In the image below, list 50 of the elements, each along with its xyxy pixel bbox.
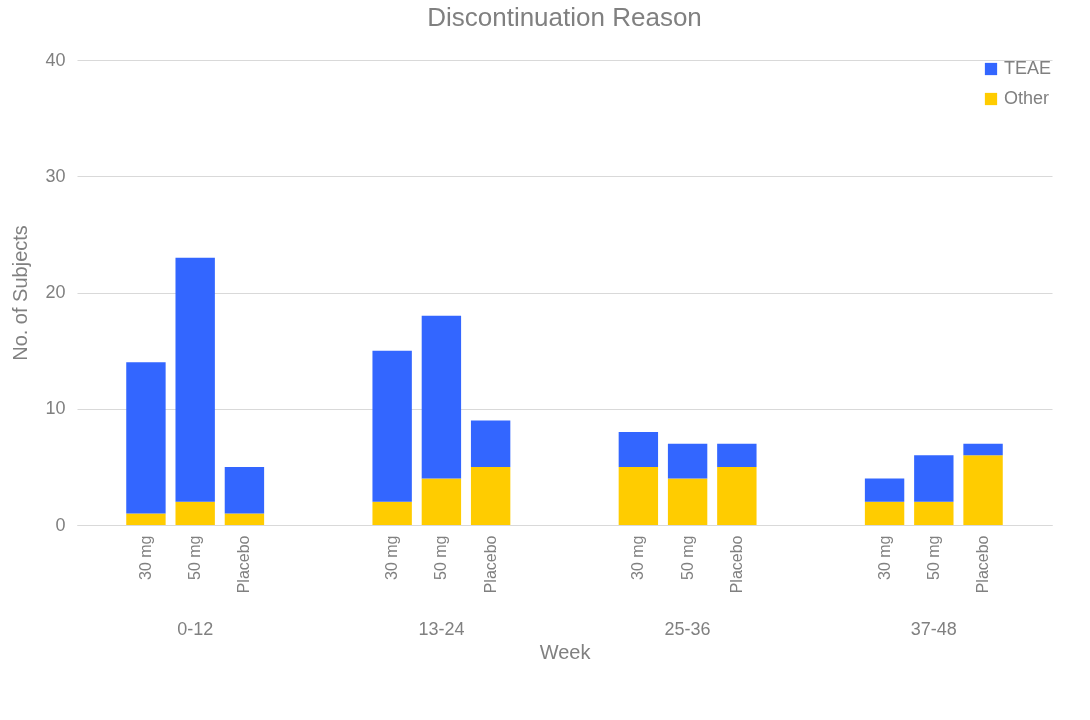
bar	[618, 466, 659, 525]
text: 37-48	[910, 619, 957, 639]
x-tick-label: Placebo	[481, 535, 499, 594]
bar	[864, 478, 905, 502]
y-tick-label: 30	[45, 165, 66, 186]
bar	[372, 501, 412, 525]
x-tick-label: 30 mg	[875, 535, 893, 580]
bar	[667, 478, 708, 525]
chart-title: Discontinuation Reason	[427, 2, 702, 32]
bar	[618, 432, 659, 467]
bar	[470, 420, 511, 467]
x-axis-title: Week	[539, 641, 592, 664]
x-tick-label: 50 mg	[678, 535, 696, 580]
bar	[175, 501, 215, 525]
bar	[126, 513, 166, 525]
bar	[470, 466, 511, 525]
y-axis-title: No. of Subjects	[9, 225, 32, 361]
text: 25-36	[664, 619, 711, 639]
bar	[224, 466, 265, 514]
x-tick-label: Placebo	[235, 535, 253, 594]
bar	[421, 478, 462, 525]
x-tick-label: 30 mg	[136, 535, 154, 580]
text: 13-24	[418, 619, 465, 639]
y-tick-label: 20	[45, 282, 66, 302]
x-tick-label: Placebo	[727, 535, 745, 594]
y-tick-label: 40	[45, 49, 66, 70]
bar	[175, 257, 215, 502]
x-tick-label: Placebo	[974, 535, 992, 594]
x-tick-label: 30 mg	[383, 535, 401, 580]
bar	[667, 443, 708, 479]
bar	[914, 455, 954, 502]
x-tick-label: 50 mg	[432, 535, 450, 580]
legend-label: TEAE	[1004, 58, 1052, 78]
bar	[717, 466, 757, 525]
bar	[421, 315, 462, 479]
bar	[224, 513, 265, 525]
x-tick-label: 50 mg	[924, 535, 942, 580]
legend-label: Other	[1004, 88, 1050, 108]
bar	[864, 501, 905, 525]
y-tick-label: 10	[45, 398, 66, 419]
y-tick-label: 0	[55, 514, 66, 535]
bar	[372, 350, 412, 502]
x-tick-label: 50 mg	[186, 535, 204, 580]
bar	[126, 362, 166, 514]
bar	[963, 443, 1003, 456]
bar	[914, 501, 954, 525]
bar	[717, 443, 757, 467]
text: 0-12	[177, 619, 214, 639]
bar	[963, 455, 1003, 525]
x-tick-label: 30 mg	[629, 535, 647, 580]
